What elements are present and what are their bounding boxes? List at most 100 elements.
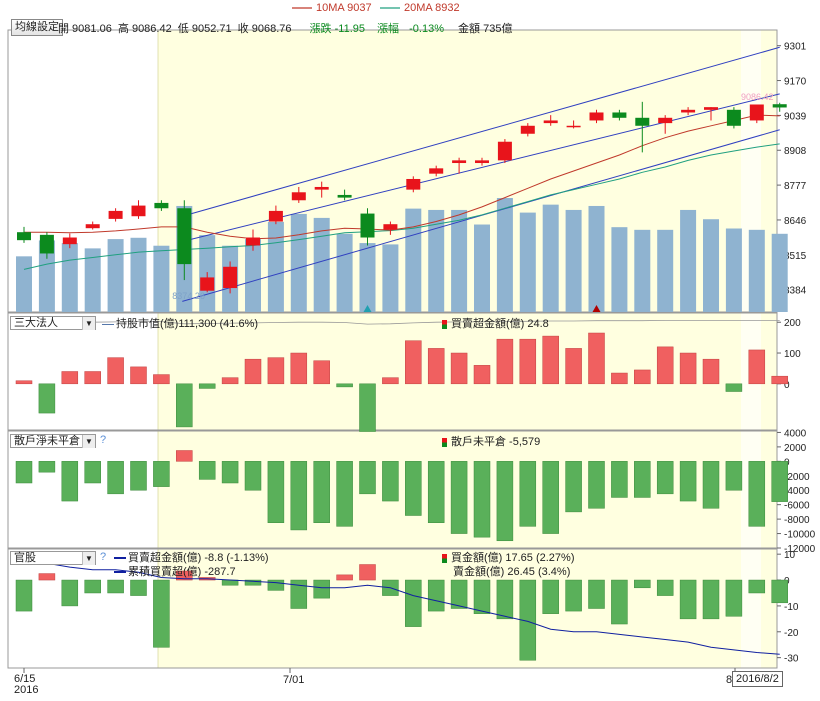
institutional-bar bbox=[702, 358, 720, 385]
government-tick-label: -20 bbox=[784, 628, 799, 639]
retail-oi-tick-label: -8000 bbox=[784, 515, 810, 526]
retail-oi-dropdown[interactable]: 散戶淨未平倉 ▼ bbox=[10, 434, 96, 448]
institutional-bar bbox=[61, 371, 79, 385]
ma-settings-button[interactable]: 均線設定 bbox=[11, 19, 63, 36]
candle-body bbox=[291, 192, 306, 201]
government-bar bbox=[748, 579, 766, 594]
retail-oi-tick-label: -10000 bbox=[784, 530, 816, 541]
government-tick-label: 10 bbox=[784, 550, 796, 561]
institutional-bar bbox=[427, 348, 445, 385]
help-icon[interactable]: ? bbox=[100, 551, 107, 563]
retail-oi-bar bbox=[656, 461, 674, 495]
volume-bar bbox=[359, 243, 376, 312]
retail-oi-bar bbox=[221, 461, 239, 484]
retail-oi-bar bbox=[198, 461, 216, 480]
volume-bar bbox=[611, 227, 628, 312]
change-value: 漲跌 -11.95 bbox=[309, 23, 365, 35]
candle-body bbox=[520, 125, 535, 134]
retail-oi-legend: 散戶未平倉 -5,579 bbox=[442, 433, 540, 449]
government-bar bbox=[61, 579, 79, 607]
government-bar bbox=[359, 564, 376, 581]
institutional-bar bbox=[313, 360, 330, 385]
volume-bar bbox=[107, 239, 124, 312]
government-bar bbox=[244, 579, 262, 586]
retail-oi-bar bbox=[473, 461, 491, 538]
government-tick-label: -10 bbox=[784, 602, 799, 613]
signal-marker bbox=[592, 305, 601, 312]
institutional-bar bbox=[153, 374, 170, 385]
help-icon[interactable]: ? bbox=[100, 434, 107, 446]
institutional-bar bbox=[611, 372, 628, 385]
ma20-line bbox=[23, 143, 780, 270]
government-bar bbox=[267, 579, 285, 591]
institutional-tick-label: 100 bbox=[784, 349, 801, 360]
retail-oi-tick-label: -12000 bbox=[784, 544, 816, 555]
retail-oi-bar bbox=[176, 450, 193, 462]
x-label-7-01: 7/01 bbox=[283, 674, 305, 686]
volume-bar bbox=[634, 229, 651, 312]
government-bar bbox=[702, 579, 720, 620]
gov-cumulative-legend: 累積買賣超(億) -287.7 bbox=[114, 563, 236, 579]
government-bar bbox=[176, 570, 193, 581]
government-bar bbox=[565, 579, 582, 612]
volume-bar bbox=[290, 213, 307, 312]
candle-body bbox=[497, 141, 512, 161]
candle-body bbox=[681, 109, 696, 113]
current-day-band bbox=[741, 30, 761, 668]
retail-oi-tick-label: 4000 bbox=[784, 428, 807, 439]
volume-bar bbox=[680, 209, 697, 312]
retail-oi-bar bbox=[359, 461, 376, 495]
government-bar bbox=[221, 579, 239, 586]
institutional-bar bbox=[84, 371, 101, 385]
candle-body bbox=[268, 210, 283, 222]
volume-bar bbox=[130, 237, 147, 312]
price-tick-label: 8646 bbox=[784, 216, 807, 227]
price-info: 開 9081.06 高 9086.42 低 9052.71 收 9068.76 … bbox=[58, 20, 515, 36]
retail-oi-bar bbox=[336, 461, 353, 527]
candle-body bbox=[85, 224, 100, 229]
institutional-bar bbox=[107, 357, 124, 385]
retail-oi-bar bbox=[496, 461, 514, 542]
volume-bar bbox=[703, 219, 719, 312]
retail-oi-bar bbox=[450, 461, 468, 534]
ma20-legend: 20MA 8932 bbox=[404, 2, 460, 14]
chevron-down-icon: ▼ bbox=[82, 317, 95, 330]
candle-body bbox=[131, 205, 146, 217]
retail-oi-tick-label: -4000 bbox=[784, 486, 810, 497]
government-bar bbox=[473, 579, 491, 614]
candle-body bbox=[566, 125, 581, 128]
retail-oi-tick-label: -6000 bbox=[784, 501, 810, 512]
institutional-tick-label: 200 bbox=[784, 318, 801, 329]
government-bar bbox=[634, 579, 651, 589]
government-dropdown[interactable]: 官股 ▼ bbox=[10, 551, 96, 565]
candle-body bbox=[383, 224, 398, 230]
open-value: 開 9081.06 bbox=[58, 23, 112, 35]
net-buy-legend: 買賣超金額(億) 24.8 bbox=[442, 315, 549, 331]
candle-body bbox=[772, 104, 787, 108]
retail-oi-bar bbox=[405, 461, 422, 516]
institutional-bar bbox=[519, 338, 537, 385]
institutional-bar bbox=[565, 348, 582, 385]
candle-body bbox=[177, 208, 192, 265]
candle-body bbox=[452, 160, 467, 164]
candle-body bbox=[360, 213, 375, 238]
price-tick-label: 9039 bbox=[784, 111, 807, 122]
candle-body bbox=[108, 210, 123, 219]
retail-oi-bar bbox=[313, 461, 330, 523]
volume-bar bbox=[382, 244, 399, 312]
retail-oi-bar bbox=[84, 461, 101, 484]
panel-frame-2 bbox=[7, 312, 778, 431]
retail-oi-bar bbox=[290, 461, 308, 531]
government-bar bbox=[405, 579, 422, 627]
candle-body bbox=[658, 117, 673, 124]
candle-body bbox=[635, 117, 650, 126]
volume-bar bbox=[245, 239, 261, 312]
institutional-bar bbox=[359, 383, 376, 432]
volume-bar bbox=[405, 208, 422, 312]
institutional-bar bbox=[634, 369, 651, 385]
change-pct-label: 漲幅 bbox=[377, 23, 400, 35]
price-tick-label: 9170 bbox=[784, 77, 807, 88]
current-date-box: 2016/8/2 bbox=[732, 671, 783, 687]
candle-body bbox=[223, 266, 238, 289]
institutional-dropdown[interactable]: 三大法人 ▼ bbox=[10, 316, 96, 330]
